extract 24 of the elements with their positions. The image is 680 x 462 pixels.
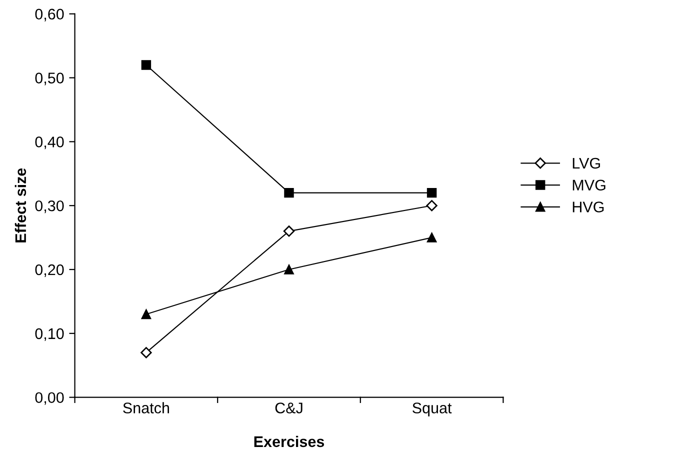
x-axis-title: Exercises bbox=[254, 436, 324, 448]
y-tick-label: 0,50 bbox=[35, 72, 64, 86]
point bbox=[426, 188, 437, 198]
point bbox=[426, 232, 437, 242]
y-axis-title: Effect size bbox=[14, 168, 26, 242]
y-tick-label: 0,00 bbox=[35, 392, 64, 405]
y-tick-label: 0,10 bbox=[35, 328, 64, 341]
y-tick-label: 0,30 bbox=[35, 200, 64, 214]
point bbox=[141, 60, 152, 70]
y-tick-label: 0,40 bbox=[35, 136, 64, 150]
legend-label: HVG bbox=[572, 202, 604, 212]
point bbox=[284, 188, 294, 198]
legend-label: MVG bbox=[572, 180, 606, 191]
x-tick-label: Snatch bbox=[123, 402, 169, 414]
x-tick-label: C&J bbox=[275, 402, 302, 414]
y-tick-label: 0,20 bbox=[35, 264, 64, 277]
point bbox=[284, 264, 294, 274]
y-tick-label: 0,60 bbox=[35, 8, 64, 22]
point bbox=[283, 226, 295, 237]
point bbox=[426, 200, 438, 212]
legend-label: LVG bbox=[572, 158, 600, 169]
x-tick-label: Squat bbox=[412, 402, 452, 416]
point bbox=[140, 346, 152, 358]
point bbox=[141, 309, 152, 320]
